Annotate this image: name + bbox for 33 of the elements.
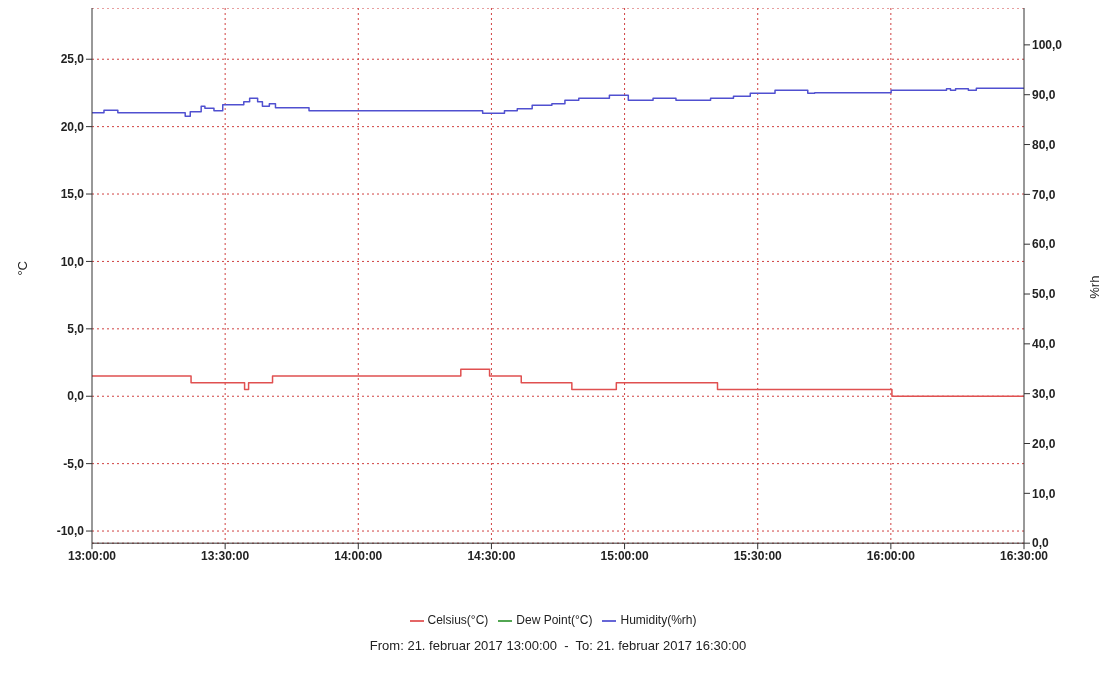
x-tick-label: 16:30:00 [999, 548, 1049, 563]
x-tick-label: 13:30:00 [201, 548, 250, 563]
y-tick-label: 25,0 [60, 52, 85, 67]
y2-tick-label: 60,0 [1032, 237, 1056, 252]
y2-tick-label: 90,0 [1032, 87, 1056, 102]
y-tick-label: 10,0 [60, 254, 85, 269]
y-tick-label: 15,0 [60, 187, 85, 202]
y2-tick-label: 80,0 [1032, 137, 1056, 152]
x-tick-label: 14:30:00 [467, 548, 516, 563]
legend-label: Celsius(°C) [427, 613, 489, 628]
legend-label: Dew Point(°C) [516, 613, 593, 628]
x-tick-label: 15:30:00 [733, 548, 783, 563]
y-tick-label: -10,0 [56, 524, 85, 539]
y2-tick-label: 30,0 [1032, 386, 1056, 401]
y2-tick-label: 70,0 [1032, 187, 1056, 202]
y2-tick-label: 50,0 [1032, 287, 1056, 302]
x-tick-label: 14:00:00 [334, 548, 383, 563]
x-tick-label: 13:00:00 [67, 548, 117, 563]
legend-label: Humidity(%rh) [620, 613, 697, 628]
y2-tick-label: 20,0 [1032, 436, 1056, 451]
x-tick-label: 15:00:00 [600, 548, 649, 563]
y-tick-label: 5,0 [67, 322, 85, 337]
y2-tick-label: 0,0 [1032, 536, 1050, 551]
y2-tick-label: 40,0 [1032, 337, 1056, 352]
y-tick-label: 0,0 [67, 389, 85, 404]
text: From: 21. februar 2017 13:00:00 - To: 21. februar 2017 16:30:00 [368, 638, 748, 653]
x-tick-label: 16:00:00 [866, 548, 916, 563]
y2-tick-label: 10,0 [1032, 486, 1056, 501]
y-axis-title: °C [14, 260, 30, 276]
y2-tick-label: 100,0 [1032, 38, 1063, 53]
y-tick-label: -5,0 [63, 456, 85, 471]
y2-axis-title: %rh [1086, 275, 1102, 299]
y-tick-label: 20,0 [60, 119, 85, 134]
